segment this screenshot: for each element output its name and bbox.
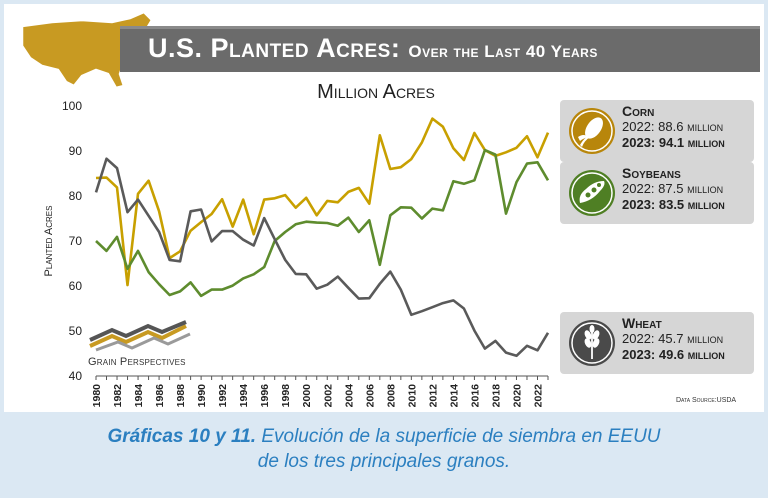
corn-icon xyxy=(569,108,615,154)
series-line-wheat xyxy=(94,157,550,358)
legend-2023: 2023: 94.1 xyxy=(622,135,685,150)
legend-2023: 2023: 83.5 xyxy=(622,197,685,212)
grain-perspectives-logo xyxy=(89,320,191,352)
x-tick-label: 2004 xyxy=(343,384,355,408)
data-source: Data Source:USDA xyxy=(676,397,737,404)
legend-wheat: Wheat 2022: 45.7 million 2023: 49.6 mill… xyxy=(560,312,754,374)
y-tick-label: 60 xyxy=(69,279,83,293)
soybean-icon xyxy=(569,170,615,216)
x-tick-label: 1986 xyxy=(154,384,166,408)
chart-figure: U.S. Planted Acres: Over the Last 40 Yea… xyxy=(4,4,764,412)
legend-soybeans: Soybeans 2022: 87.5 million 2023: 83.5 m… xyxy=(560,162,754,224)
usa-map-icon xyxy=(20,10,154,90)
legend-name: Wheat xyxy=(622,315,662,331)
x-tick-label: 1980 xyxy=(91,384,103,408)
legend-2022: 2022: 88.6 xyxy=(622,119,684,134)
y-tick-label: 70 xyxy=(69,234,83,248)
x-tick-label: 2016 xyxy=(469,384,481,408)
x-tick-label: 1988 xyxy=(175,384,187,408)
y-tick-label: 50 xyxy=(69,324,83,338)
caption: Gráficas 10 y 11. Evolución de la superf… xyxy=(0,424,768,474)
caption-line2: de los tres principales granos. xyxy=(257,451,511,472)
series-line-corn xyxy=(95,117,550,287)
legend-name: Soybeans xyxy=(622,165,681,181)
x-tick-label: 2014 xyxy=(448,384,460,408)
caption-label: Gráficas 10 y 11. xyxy=(107,426,257,447)
legend-name: Corn xyxy=(622,103,655,119)
x-tick-label: 2008 xyxy=(385,384,397,408)
legend-corn: Corn 2022: 88.6 million 2023: 94.1 milli… xyxy=(560,100,754,162)
line-chart: Million Acres Planted Acres 40 50 60 70 80 90 10… xyxy=(43,81,550,408)
x-tick-label: 1984 xyxy=(133,384,145,408)
legend-2022: 2022: 45.7 xyxy=(622,331,684,346)
chart-title: Million Acres xyxy=(317,81,435,103)
banner-title-sub: Over the Last 40 Years xyxy=(408,42,598,61)
wheat-icon xyxy=(569,320,615,366)
banner-title-main: U.S. Planted Acres: xyxy=(148,33,401,63)
x-tick-label: 1998 xyxy=(280,384,292,408)
legend-2023: 2023: 49.6 xyxy=(622,347,685,362)
legend-2022: 2022: 87.5 xyxy=(622,181,684,196)
x-tick-label: 2006 xyxy=(364,384,376,408)
x-tick-label: 1990 xyxy=(196,384,208,408)
x-tick-label: 1996 xyxy=(259,384,271,408)
x-tick-label: 1992 xyxy=(217,384,229,408)
title-banner: U.S. Planted Acres: Over the Last 40 Yea… xyxy=(120,26,760,72)
x-tick-label: 2000 xyxy=(301,384,313,408)
y-tick-label: 90 xyxy=(69,144,83,158)
y-tick-label: 80 xyxy=(69,189,83,203)
series-line-soybeans xyxy=(95,148,550,298)
x-tick-label: 2010 xyxy=(406,384,418,408)
y-tick-label: 100 xyxy=(62,99,82,113)
x-tick-label: 2012 xyxy=(427,384,439,408)
x-tick-label: 2020 xyxy=(511,384,523,408)
x-tick-label: 1982 xyxy=(112,384,124,408)
x-tick-label: 1994 xyxy=(238,384,250,408)
x-tick-label: 2018 xyxy=(490,384,502,408)
x-tick-label: 2022 xyxy=(532,384,544,408)
logo-text: Grain Perspectives xyxy=(88,356,186,368)
caption-line1: Evolución de la superficie de siembra en… xyxy=(261,426,661,447)
x-tick-label: 2002 xyxy=(322,384,334,408)
y-tick-label: 40 xyxy=(69,369,83,383)
y-axis-label: Planted Acres xyxy=(43,206,55,277)
banner-title: U.S. Planted Acres: Over the Last 40 Yea… xyxy=(148,33,598,64)
